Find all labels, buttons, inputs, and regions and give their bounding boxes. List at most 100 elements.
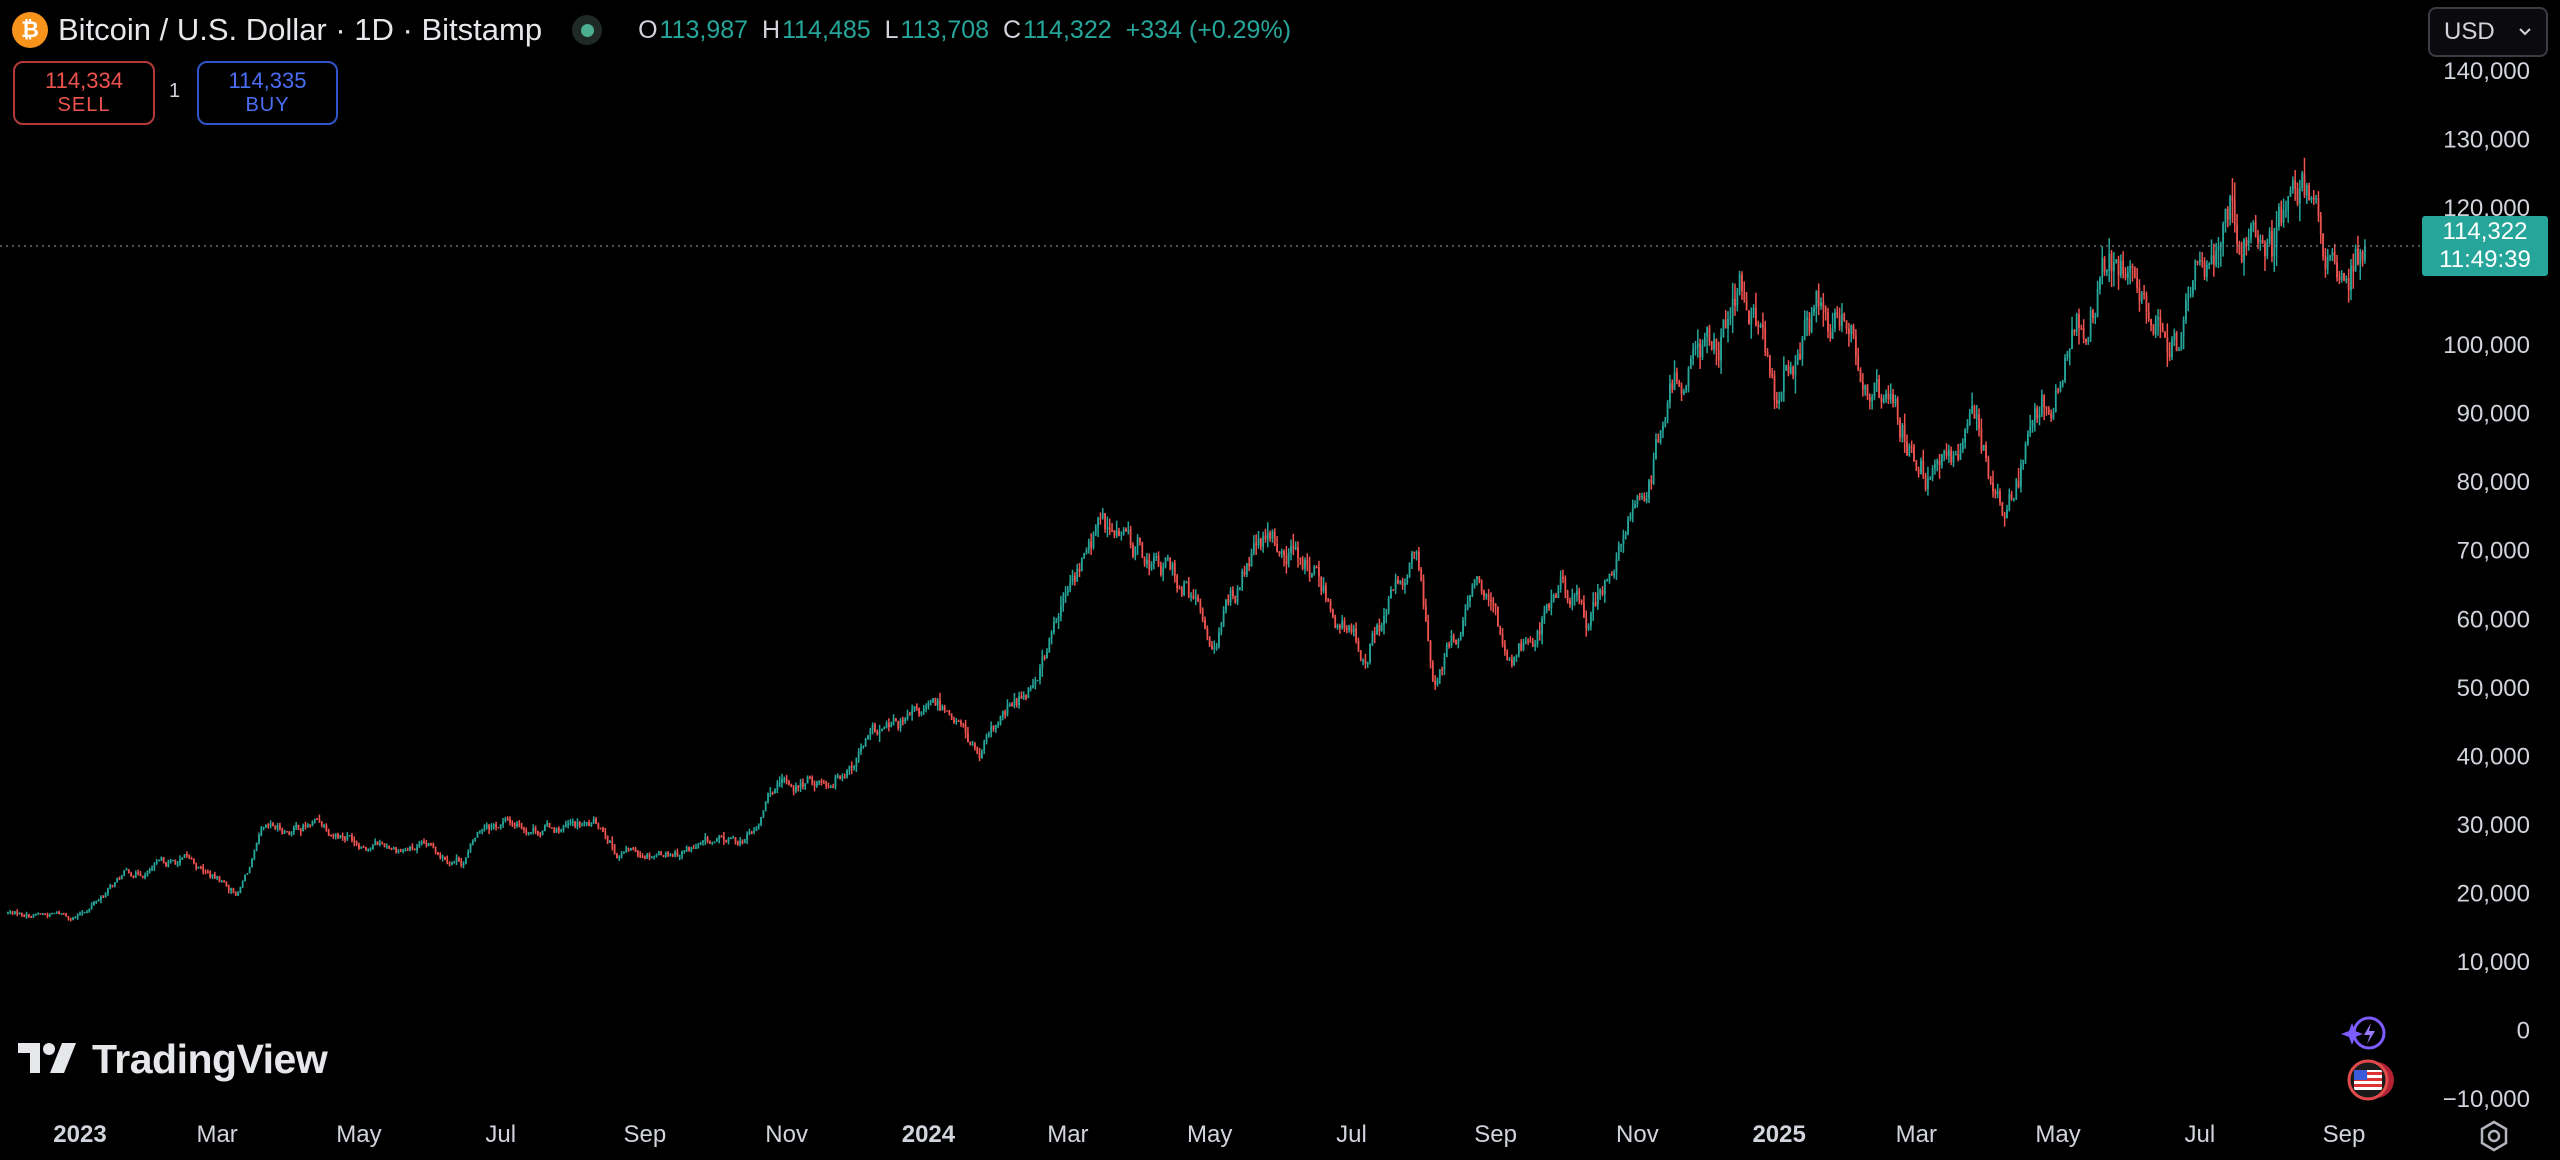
candle-body [27,914,30,917]
candle-body [1069,581,1072,591]
candle-body [1901,425,1904,438]
candle-body [183,854,186,858]
candle-body [867,735,869,739]
candle-body [1966,423,1969,430]
candle-body [7,912,9,914]
candle-body [1404,582,1406,586]
candle-body [395,847,398,852]
candle-body [897,721,900,729]
candle-body [186,854,188,856]
candle-body [197,866,200,869]
candle-body [246,873,249,875]
candle-body [51,913,54,915]
candle-body [815,782,818,786]
candle-body [2180,335,2183,350]
candle-body [1392,589,1395,592]
open-value: 113,987 [659,15,749,44]
us-flag-icon[interactable] [2346,1058,2396,1102]
candle-body [1076,569,1079,582]
candle-body [990,726,993,734]
candle-body [102,896,105,899]
candle-body [397,850,400,853]
candle-body [2092,310,2094,319]
candle-body [878,731,881,735]
candle-body [2233,201,2236,226]
candle-body [1841,314,1843,327]
candle-body [90,905,93,909]
candle-body [599,828,602,830]
candle-body [2157,316,2159,320]
candle-body [1794,360,1797,376]
candle-body [192,859,195,864]
candle-body [81,912,84,914]
candle-body [692,847,695,849]
candle-body [883,727,886,730]
candle-body [1982,445,1985,451]
candle-body [2240,254,2243,262]
candle-body [2010,494,2013,499]
candle-body [2138,287,2141,302]
currency-selector[interactable]: USD [2428,7,2548,57]
candle-body [1506,651,1509,661]
candle-body [448,863,451,865]
candle-body [527,832,530,834]
candle-body [769,792,772,795]
candle-body [490,826,493,829]
candle-body [176,863,179,865]
candle-body [611,841,614,846]
candle-body [1299,557,1302,560]
candle-body [683,850,686,852]
sell-button[interactable]: 114,334 SELL [13,61,155,125]
candle-body [1146,559,1148,565]
candle-body [2040,395,2043,415]
candle-body [1915,461,1918,470]
candle-body [636,851,639,856]
candle-body [1101,513,1104,519]
candle-body [778,782,781,784]
candle-body [381,843,384,845]
candle-body [1092,534,1095,548]
candle-body [1294,547,1297,550]
buy-button[interactable]: 114,335 BUY [197,61,338,125]
candle-body [1971,405,1973,413]
symbol-title[interactable]: Bitcoin / U.S. Dollar · 1D · Bitstamp [58,12,543,47]
settings-icon[interactable] [2474,1116,2514,1156]
candle-body [1792,367,1795,376]
candle-body [1959,449,1962,460]
order-quantity[interactable]: 1 [169,80,181,102]
candle-body [330,835,332,837]
candle-body [2122,260,2125,275]
candle-body [1369,644,1371,663]
candle-body [2171,339,2173,357]
candle-body [639,855,642,857]
candle-body [1701,344,1704,358]
candle-body [955,720,958,723]
candle-body [1241,571,1244,588]
candle-body [850,766,853,768]
candle-body [646,854,649,859]
candle-body [685,846,688,851]
candle-body [1266,532,1269,540]
ai-sparkle-icon[interactable] [2340,1013,2386,1053]
candle-body [953,719,955,722]
candle-body [2224,208,2227,224]
candle-body [104,893,107,898]
candle-body [569,821,572,824]
candle-body [1641,496,1643,498]
candle-body [2015,480,2018,499]
candle-body [1552,594,1555,600]
candle-body [720,836,723,838]
candle-body [302,825,305,831]
candle-body [492,824,495,827]
candle-body [304,825,307,827]
candle-body [32,914,35,918]
candle-body [1892,393,1894,404]
candle-body [1206,628,1209,639]
candle-body [2161,326,2164,333]
candle-body [313,818,316,822]
tradingview-logo[interactable]: TradingView [18,1036,328,1083]
candle-body [1357,640,1360,651]
candle-body [430,843,432,845]
candle-body [1171,563,1174,570]
